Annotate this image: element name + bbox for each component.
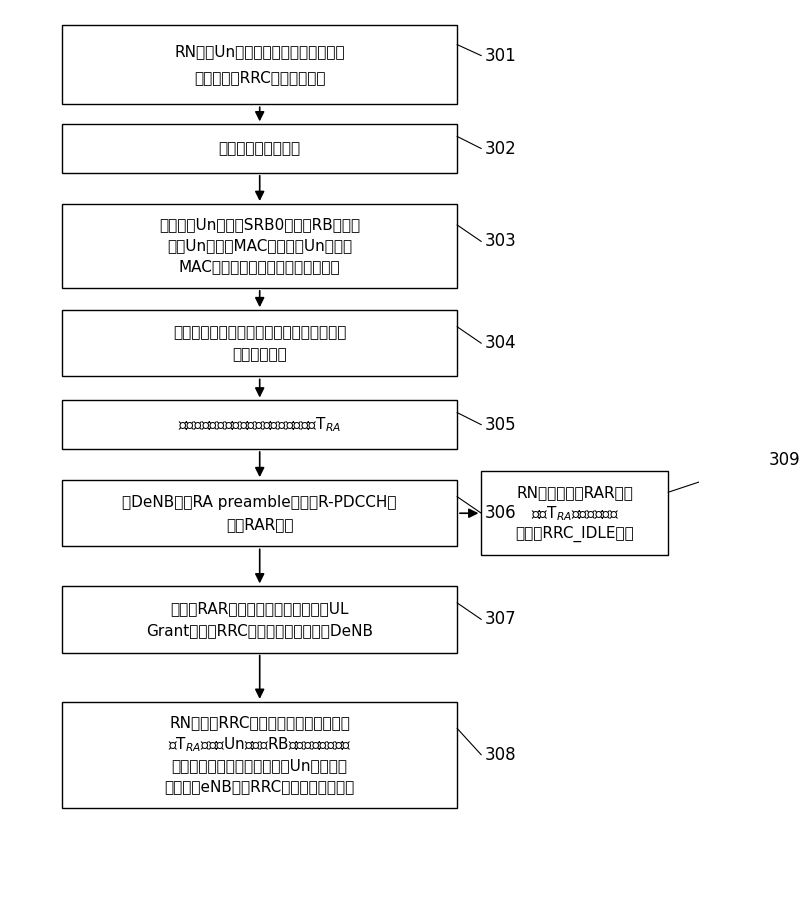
Text: 满足接入条件: 满足接入条件	[232, 347, 287, 362]
Text: 则退回RRC_IDLE状态: 则退回RRC_IDLE状态	[515, 526, 634, 542]
Text: 复位Un接口的MAC实体，对Un接口的: 复位Un接口的MAC实体，对Un接口的	[167, 238, 352, 254]
Text: Grant，发送RRC连接重建请求消息给DeNB: Grant，发送RRC连接重建请求消息给DeNB	[146, 623, 374, 638]
Text: 306: 306	[485, 504, 516, 522]
FancyBboxPatch shape	[62, 204, 457, 288]
Text: 301: 301	[485, 47, 517, 65]
Text: RN没有接收到RAR消息: RN没有接收到RAR消息	[516, 485, 634, 500]
Text: 305: 305	[485, 415, 516, 433]
Text: 304: 304	[485, 334, 516, 352]
Text: 接收到RAR消息，根据消息中携带的UL: 接收到RAR消息，根据消息中携带的UL	[170, 601, 349, 616]
Text: 307: 307	[485, 610, 516, 628]
Text: 向DeNB发送RA preamble，并在R-PDCCH上: 向DeNB发送RA preamble，并在R-PDCCH上	[122, 494, 397, 510]
FancyBboxPatch shape	[62, 480, 457, 547]
Text: 并选择发起RRC连接重建程序: 并选择发起RRC连接重建程序	[194, 70, 326, 85]
Text: 停止恢复同步定时器: 停止恢复同步定时器	[218, 141, 301, 156]
Text: 在信号强度满足接入条件时，启动定时器T$_{RA}$: 在信号强度满足接入条件时，启动定时器T$_{RA}$	[178, 415, 342, 434]
FancyBboxPatch shape	[62, 124, 457, 173]
Text: RN接收到RRC连接重建消息，停止定时: RN接收到RRC连接重建消息，停止定时	[170, 716, 350, 731]
Text: 308: 308	[485, 746, 516, 764]
Text: 302: 302	[485, 139, 517, 157]
FancyBboxPatch shape	[62, 310, 457, 377]
FancyBboxPatch shape	[482, 471, 668, 556]
Text: 器T$_{RA}$，恢复Un接口的RB连接，应用新的无: 器T$_{RA}$，恢复Un接口的RB连接，应用新的无	[168, 734, 351, 753]
Text: 309: 309	[769, 451, 800, 469]
FancyBboxPatch shape	[62, 400, 457, 450]
FancyBboxPatch shape	[62, 702, 457, 808]
Text: RN判断Un接口发生了无线链路失败，: RN判断Un接口发生了无线链路失败，	[174, 44, 345, 58]
Text: 监听RAR消息: 监听RAR消息	[226, 517, 294, 532]
Text: 并且T$_{RA}$定时器超时，: 并且T$_{RA}$定时器超时，	[530, 503, 619, 522]
Text: 线资源配置以、安全参数以及Un接口特定: 线资源配置以、安全参数以及Un接口特定	[172, 758, 348, 773]
FancyBboxPatch shape	[62, 24, 457, 104]
Text: 参数，向eNB发送RRC连接重建完成消息: 参数，向eNB发送RRC连接重建完成消息	[165, 779, 355, 794]
Text: MAC实体及各物理信道采用缺省配置: MAC实体及各物理信道采用缺省配置	[179, 260, 341, 274]
Text: 303: 303	[485, 233, 517, 251]
FancyBboxPatch shape	[62, 586, 457, 653]
Text: 搜索预配置小区信号，判断其信号强度是否: 搜索预配置小区信号，判断其信号强度是否	[173, 325, 346, 340]
Text: 暂时挂起Un接口除SRB0的所有RB连接，: 暂时挂起Un接口除SRB0的所有RB连接，	[159, 218, 360, 233]
